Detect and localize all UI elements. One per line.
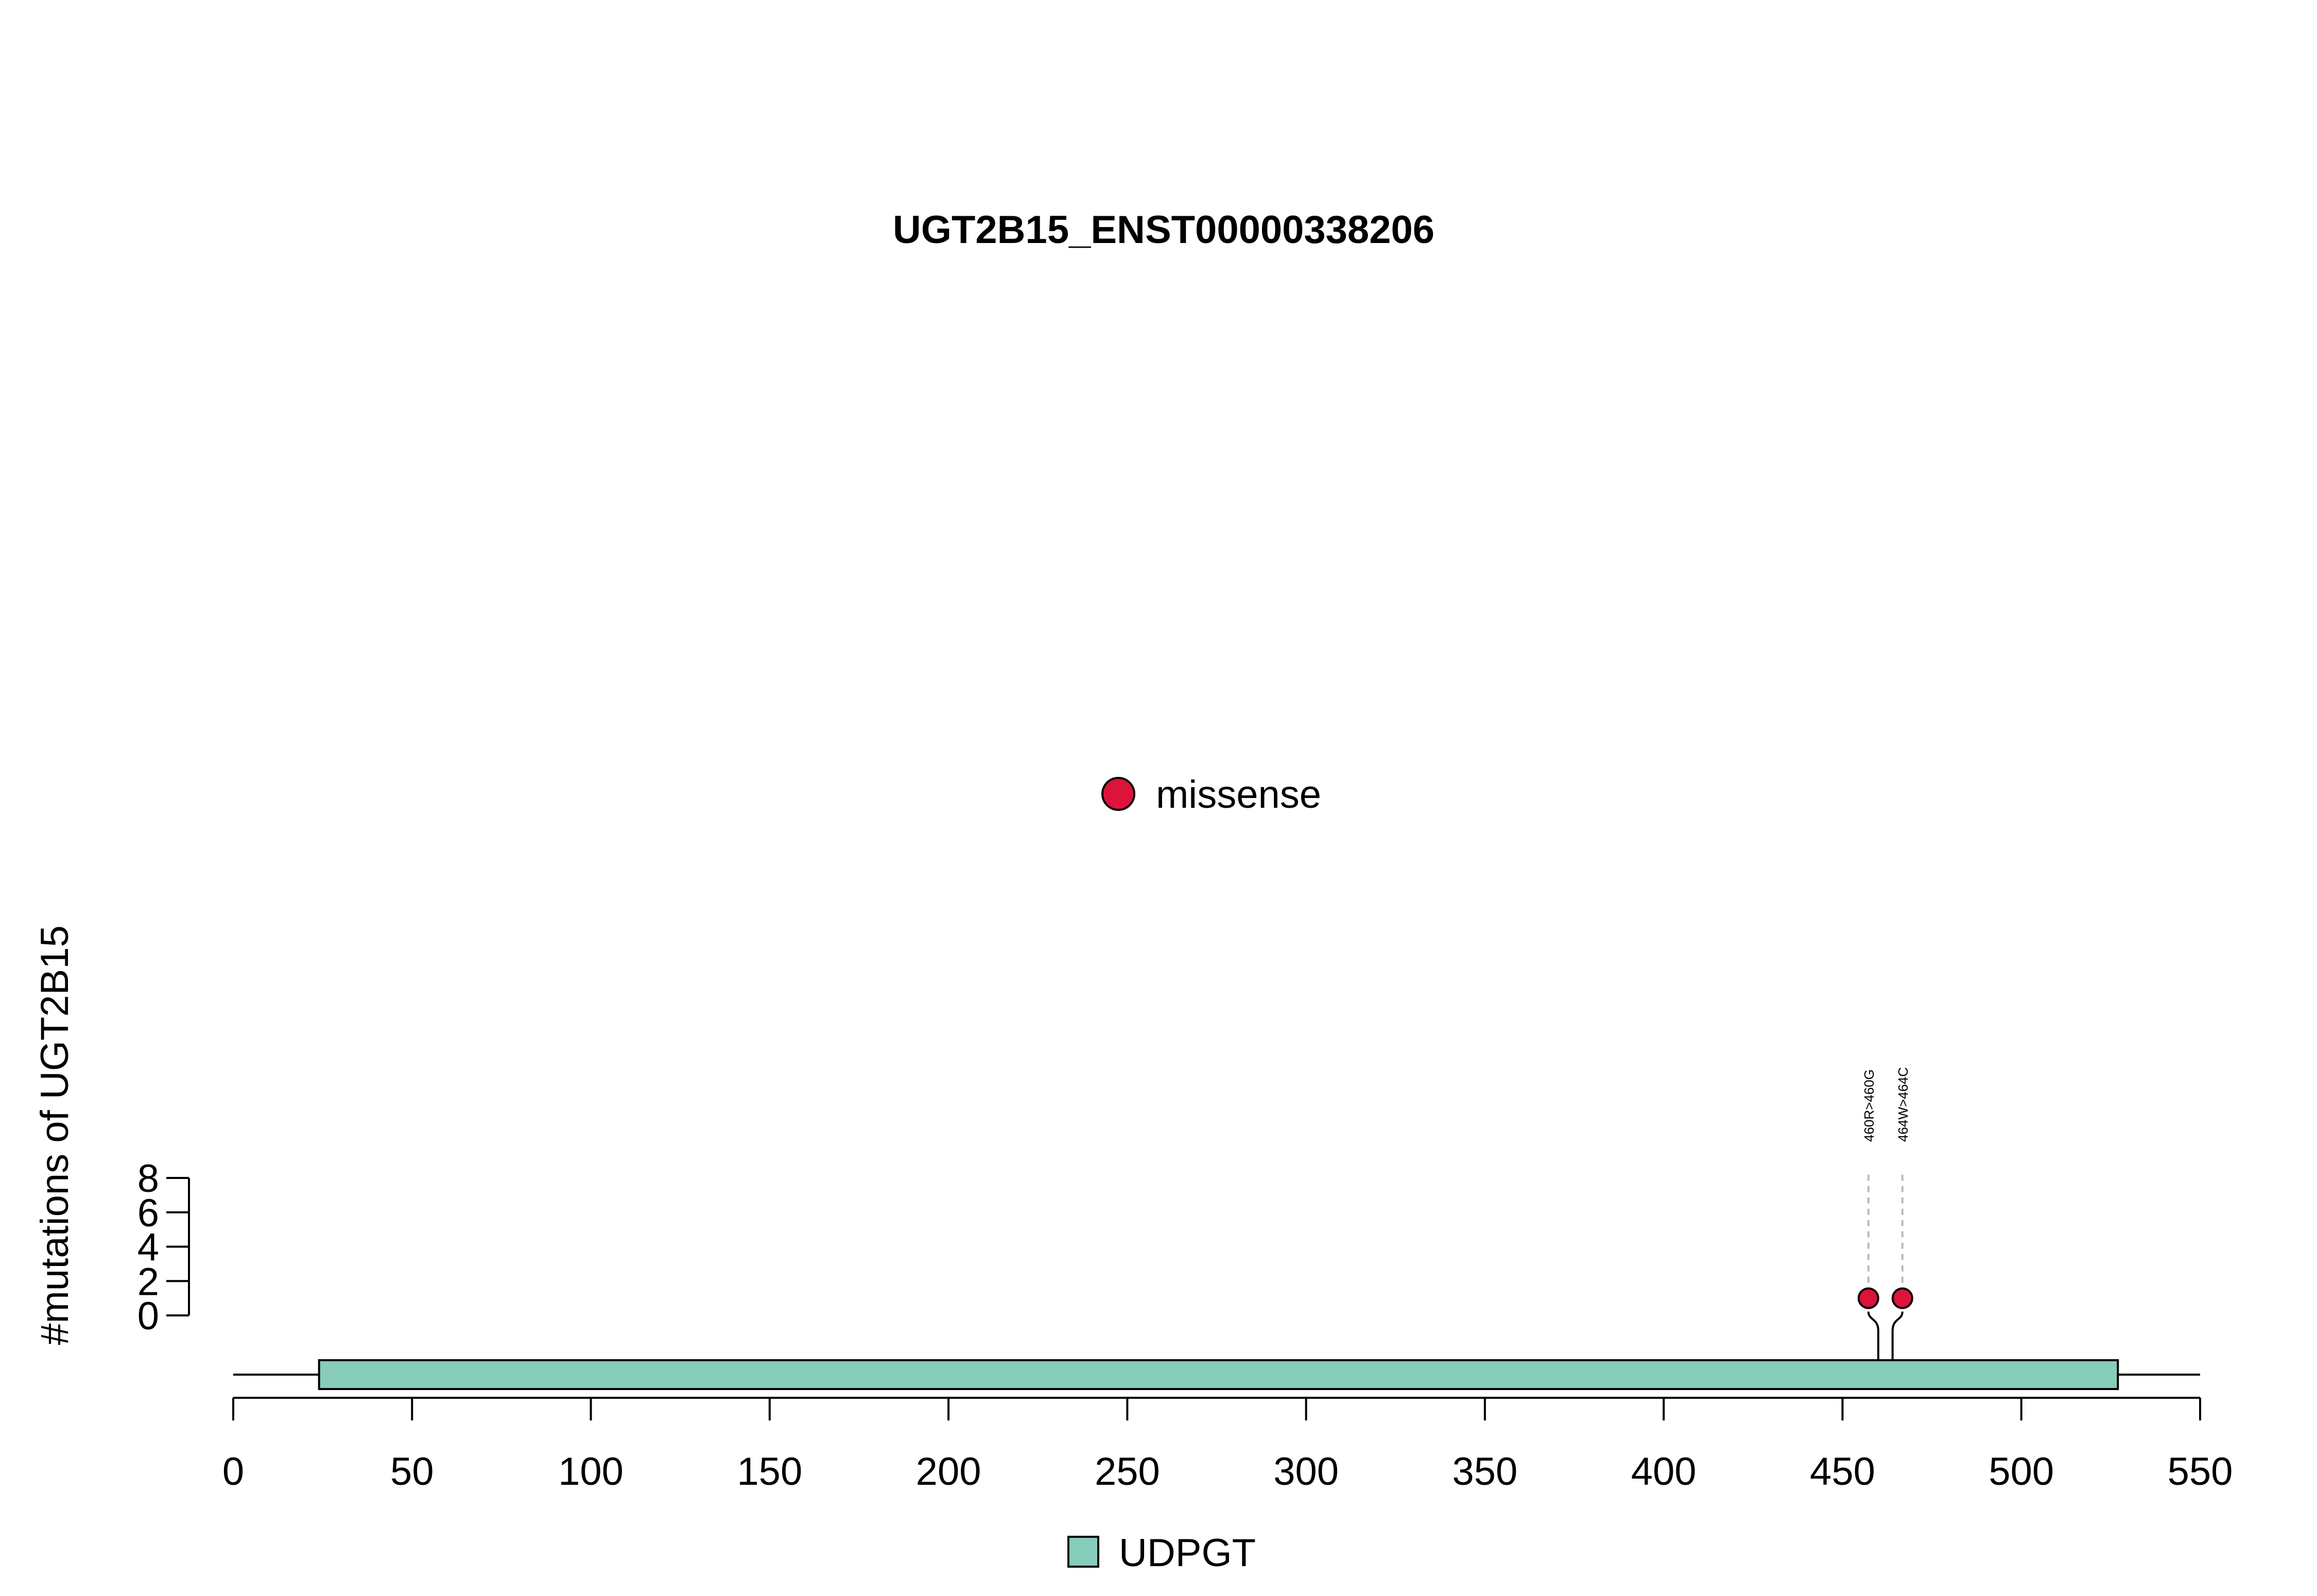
x-tick-label: 400 xyxy=(1631,1450,1697,1494)
domain-udpgt xyxy=(318,1359,2119,1390)
x-tick-label: 350 xyxy=(1453,1450,1518,1494)
mutation-label: 464W>464C xyxy=(1895,1067,1911,1142)
legend-missense-label: missense xyxy=(1156,773,1321,817)
x-tick-label: 500 xyxy=(1989,1450,2054,1494)
y-tick-label: 8 xyxy=(137,1157,159,1201)
mutation-stem xyxy=(1891,1311,1904,1360)
legend-domain-swatch xyxy=(1067,1536,1099,1568)
chart-title: UGT2B15_ENST00000338206 xyxy=(893,208,1434,252)
x-tick-label: 450 xyxy=(1810,1450,1875,1494)
x-axis: 0 50 100 150 200 250 300 350 400 450 500 550 xyxy=(222,1397,2233,1494)
mutation-label: 460R>460G xyxy=(1861,1069,1877,1142)
y-tick-label: 0 xyxy=(137,1294,159,1338)
mutation-legend: missense xyxy=(1101,773,1321,817)
x-tick-label: 300 xyxy=(1273,1450,1339,1494)
x-tick-label: 100 xyxy=(558,1450,624,1494)
domains xyxy=(318,1359,2119,1390)
x-tick-label: 550 xyxy=(2168,1450,2233,1494)
x-tick-label: 50 xyxy=(390,1450,434,1494)
y-tick-label: 2 xyxy=(137,1260,159,1304)
legend-missense-marker xyxy=(1101,777,1135,811)
domain-legend: UDPGT xyxy=(1067,1531,1256,1575)
y-axis-label: #mutations of UGT2B15 xyxy=(33,925,77,1345)
mutation-point xyxy=(1857,1287,1879,1309)
x-tick-label: 0 xyxy=(222,1450,244,1494)
mutation-lollipop: 464W>464C xyxy=(1891,1067,1913,1360)
y-tick-label: 4 xyxy=(137,1226,159,1270)
y-tick-label: 6 xyxy=(137,1191,159,1235)
x-tick-label: 200 xyxy=(916,1450,981,1494)
mutation-point xyxy=(1891,1287,1913,1309)
mutation-lollipop: 460R>460G xyxy=(1857,1069,1879,1360)
x-tick-label: 150 xyxy=(737,1450,802,1494)
mutation-stem xyxy=(1867,1311,1879,1360)
x-tick-label: 250 xyxy=(1095,1450,1160,1494)
legend-domain-label: UDPGT xyxy=(1119,1531,1256,1575)
mutations: 460R>460G 464W>464C xyxy=(1857,1067,1913,1360)
